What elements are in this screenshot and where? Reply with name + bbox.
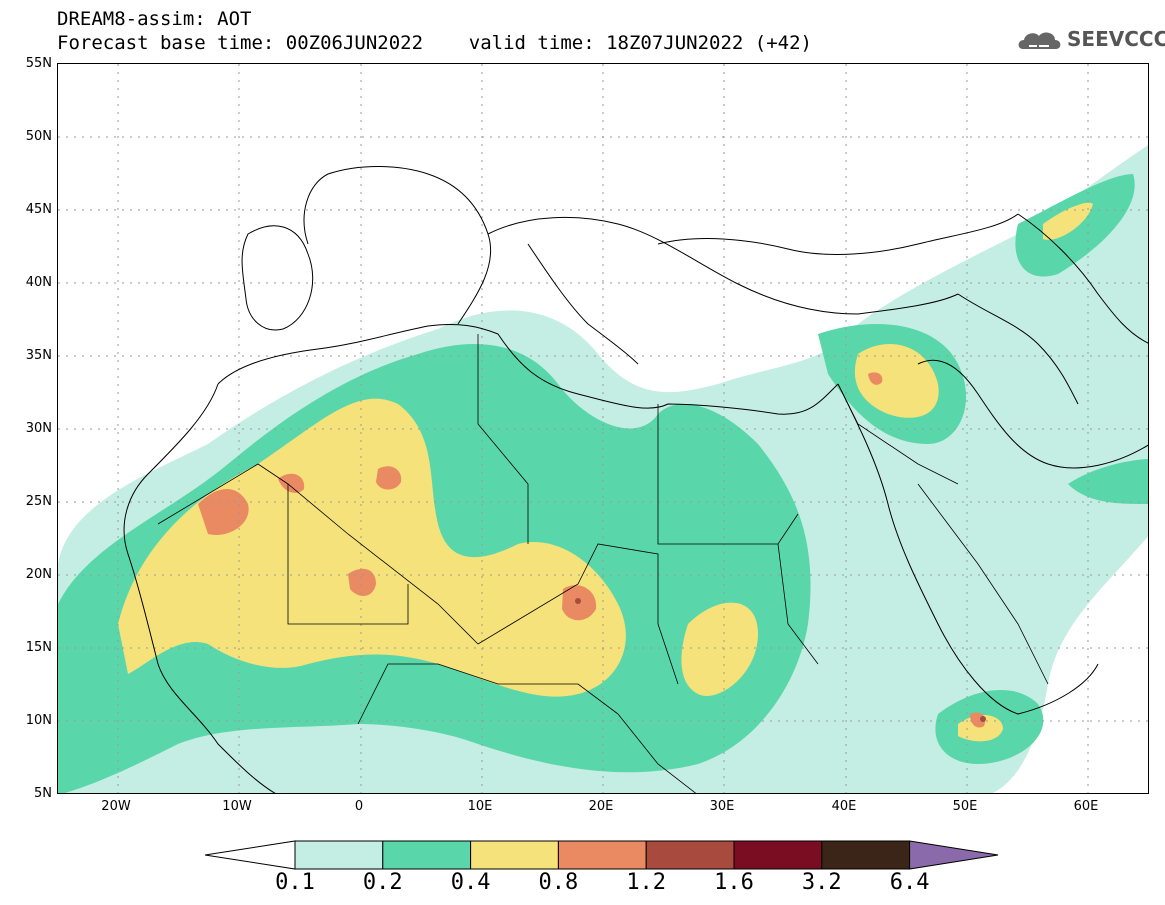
aot-field <box>58 64 1148 793</box>
lat-label: 45N <box>25 202 52 217</box>
aot-level-0.8 <box>198 372 986 728</box>
lat-label: 25N <box>25 494 52 509</box>
colorbar-under-triangle <box>204 840 296 870</box>
colorbar-label: 1.6 <box>714 870 754 895</box>
colorbar-label: 3.2 <box>801 870 842 895</box>
coastlines <box>123 166 1148 793</box>
colorbar <box>204 840 1000 870</box>
logo-text: SEEVCCC <box>1067 27 1165 51</box>
colorbar-label: 0.8 <box>538 870 579 895</box>
colorbar-segment <box>821 840 911 870</box>
forecast-times: Forecast base time: 00Z06JUN2022 valid t… <box>57 32 812 54</box>
lat-label: 10N <box>25 713 52 728</box>
lon-label: 40E <box>831 799 857 814</box>
colorbar-label: 0.1 <box>275 870 315 895</box>
cloud-icon <box>1018 32 1061 49</box>
lat-label: 50N <box>25 129 52 144</box>
colorbar-segment <box>645 840 735 870</box>
lat-label: 5N <box>34 786 52 801</box>
lat-label: 20N <box>25 567 52 582</box>
seevccc-logo: SEEVCCC <box>1015 25 1165 55</box>
lon-label: 0 <box>354 799 364 814</box>
lon-label: 20W <box>101 799 131 814</box>
colorbar-label: 6.4 <box>889 870 930 895</box>
lat-label: 15N <box>25 640 52 655</box>
aot-map <box>57 63 1149 794</box>
lat-label: 40N <box>25 275 52 290</box>
colorbar-segment <box>470 840 559 870</box>
colorbar-over-triangle <box>909 840 999 870</box>
country-borders <box>157 334 1049 793</box>
graticule <box>58 64 1148 793</box>
lon-label: 10W <box>222 799 252 814</box>
colorbar-label: 0.4 <box>450 870 491 895</box>
lon-label: 10E <box>467 799 493 814</box>
map-title: DREAM8-assim: AOT <box>57 8 252 30</box>
lon-label: 60E <box>1073 799 1099 814</box>
colorbar-segment <box>294 840 384 870</box>
lat-label: 55N <box>25 56 52 71</box>
aot-level-0.4 <box>118 202 1093 742</box>
lat-label: 35N <box>25 348 52 363</box>
colorbar-segment <box>382 840 472 870</box>
aot-level-1.2 <box>575 598 986 722</box>
colorbar-label: 0.2 <box>362 870 403 895</box>
lon-label: 50E <box>952 799 978 814</box>
lat-label: 30N <box>25 421 52 436</box>
colorbar-segment <box>733 840 823 870</box>
colorbar-label: 1.2 <box>626 870 667 895</box>
lon-label: 20E <box>588 799 614 814</box>
colorbar-segment <box>557 840 647 870</box>
lon-label: 30E <box>709 799 735 814</box>
